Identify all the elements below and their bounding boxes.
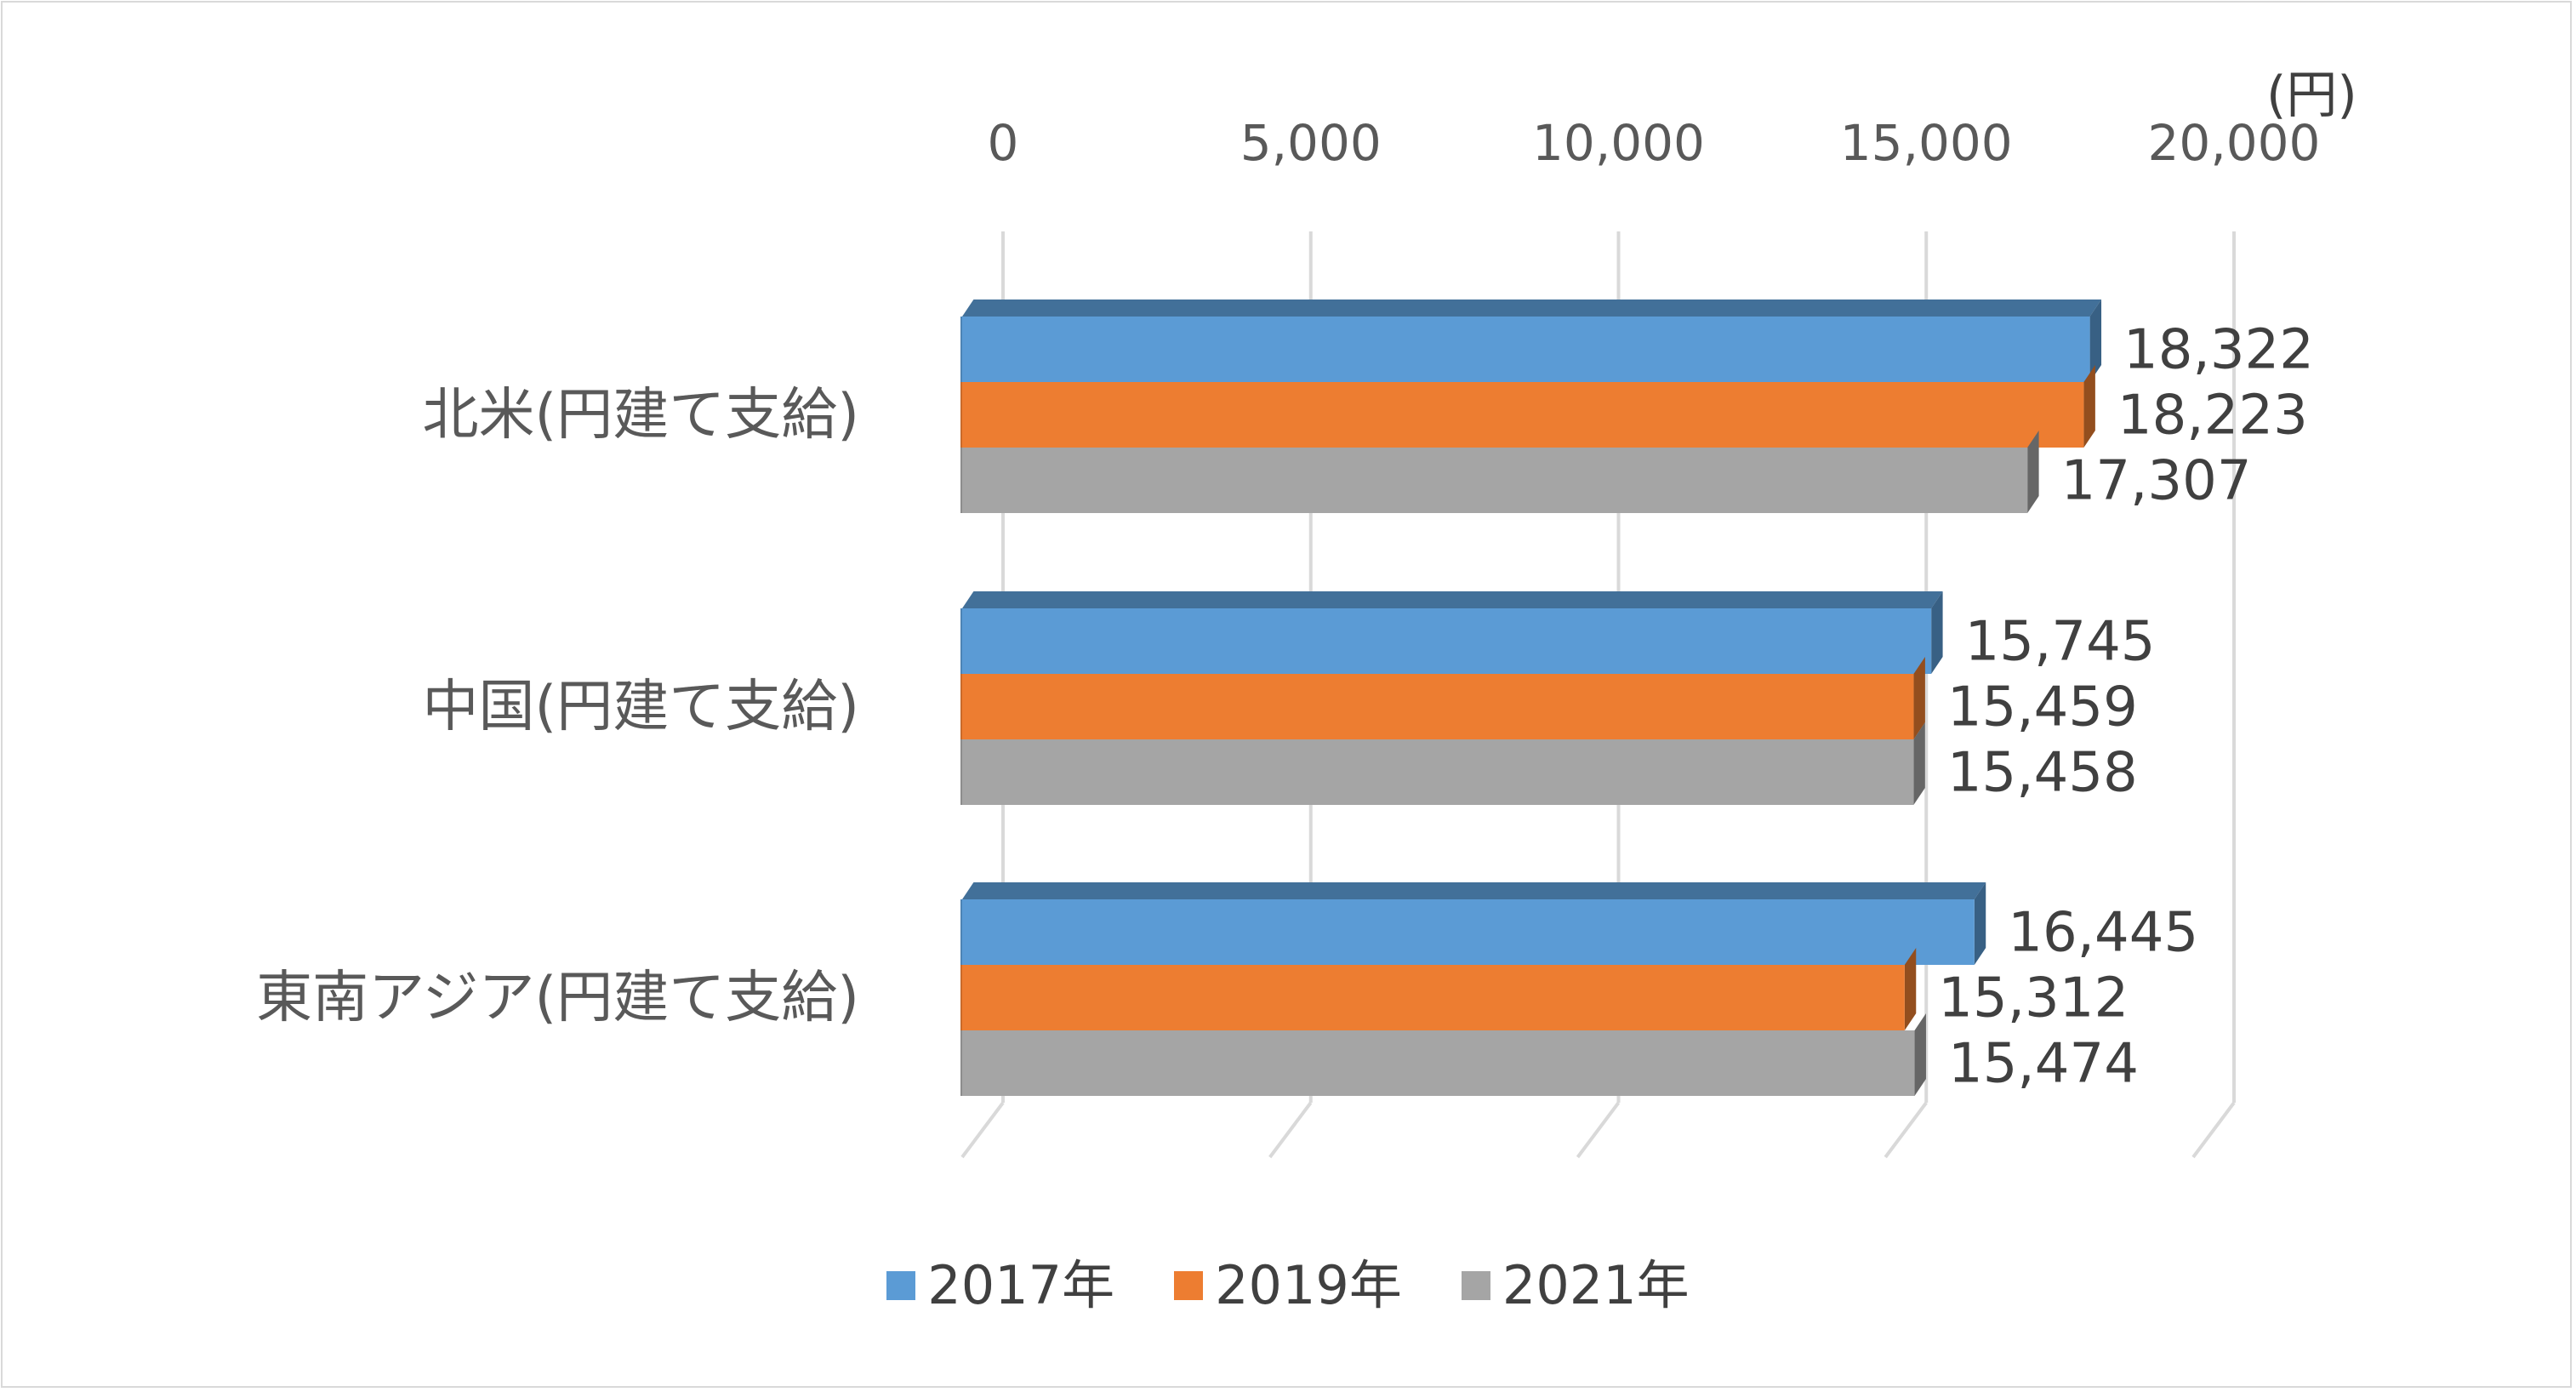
legend-swatch (886, 1271, 916, 1300)
bar (962, 1030, 1915, 1096)
bar-edge (960, 899, 962, 965)
gridline-floor (2191, 1101, 2236, 1159)
x-tick-label: 5,000 (1240, 114, 1382, 172)
bar (962, 382, 2084, 448)
bar-side-face (2083, 365, 2095, 448)
data-label: 18,322 (2123, 319, 2314, 382)
gridline-floor (1268, 1101, 1313, 1159)
bar-top-face (962, 882, 1986, 899)
x-tick-label: 20,000 (2148, 114, 2321, 172)
bar-side-face (1904, 948, 1917, 1030)
bar (962, 317, 2090, 382)
data-label: 16,445 (2008, 902, 2198, 965)
legend-item: 2021年 (1461, 1254, 1690, 1316)
category-label: 中国(円建て支給) (423, 674, 860, 739)
legend-label: 2019年 (1215, 1254, 1402, 1316)
bar (962, 899, 1975, 965)
bar-edge (960, 674, 962, 739)
x-tick-label: 10,000 (1532, 114, 1705, 172)
data-label: 15,459 (1947, 676, 2138, 739)
bar-side-face (2027, 431, 2039, 513)
bar-side-face (1914, 1013, 1926, 1096)
data-label: 17,307 (2061, 450, 2252, 513)
bar-edge (960, 317, 962, 382)
bar-top-face (962, 300, 2102, 317)
bar (962, 608, 1932, 674)
bar-edge (960, 1030, 962, 1096)
data-label: 18,223 (2117, 385, 2308, 448)
x-tick-label: 0 (988, 114, 1019, 172)
gridline-floor (1884, 1101, 1928, 1159)
bar-edge (960, 448, 962, 513)
bar-side-face (1913, 657, 1925, 739)
bar-side-face (1931, 591, 1943, 674)
legend-swatch (1174, 1271, 1204, 1300)
bar (962, 448, 2028, 513)
gridline-floor (960, 1101, 1005, 1159)
legend-item: 2017年 (886, 1259, 1114, 1312)
legend-label: 2021年 (1502, 1254, 1690, 1316)
data-label: 15,745 (1965, 611, 2156, 674)
bar-edge (960, 965, 962, 1030)
unit-label: (円) (2266, 66, 2357, 125)
data-label: 15,474 (1948, 1033, 2139, 1096)
legend-swatch (1461, 1271, 1490, 1300)
bar-edge (960, 608, 962, 674)
bar-edge (960, 739, 962, 805)
legend-label: 2017年 (927, 1254, 1115, 1316)
bar-top-face (962, 591, 1943, 608)
bar (962, 965, 1905, 1030)
gridline-floor (1576, 1101, 1621, 1159)
bar-edge (960, 382, 962, 448)
bar-side-face (2089, 300, 2102, 382)
category-label: 東南アジア(円建て支給) (256, 965, 859, 1030)
bar-side-face (1913, 722, 1925, 805)
bar (962, 674, 1914, 739)
category-label: 北米(円建て支給) (423, 382, 860, 448)
legend: 2017年 2019年 2021年 (0, 1247, 2576, 1324)
x-tick-label: 15,000 (1840, 114, 2013, 172)
legend-item: 2019年 (1174, 1259, 1402, 1312)
data-label: 15,312 (1938, 967, 2129, 1030)
bar (962, 739, 1914, 805)
bar-side-face (1974, 882, 1986, 965)
data-label: 15,458 (1947, 742, 2138, 805)
